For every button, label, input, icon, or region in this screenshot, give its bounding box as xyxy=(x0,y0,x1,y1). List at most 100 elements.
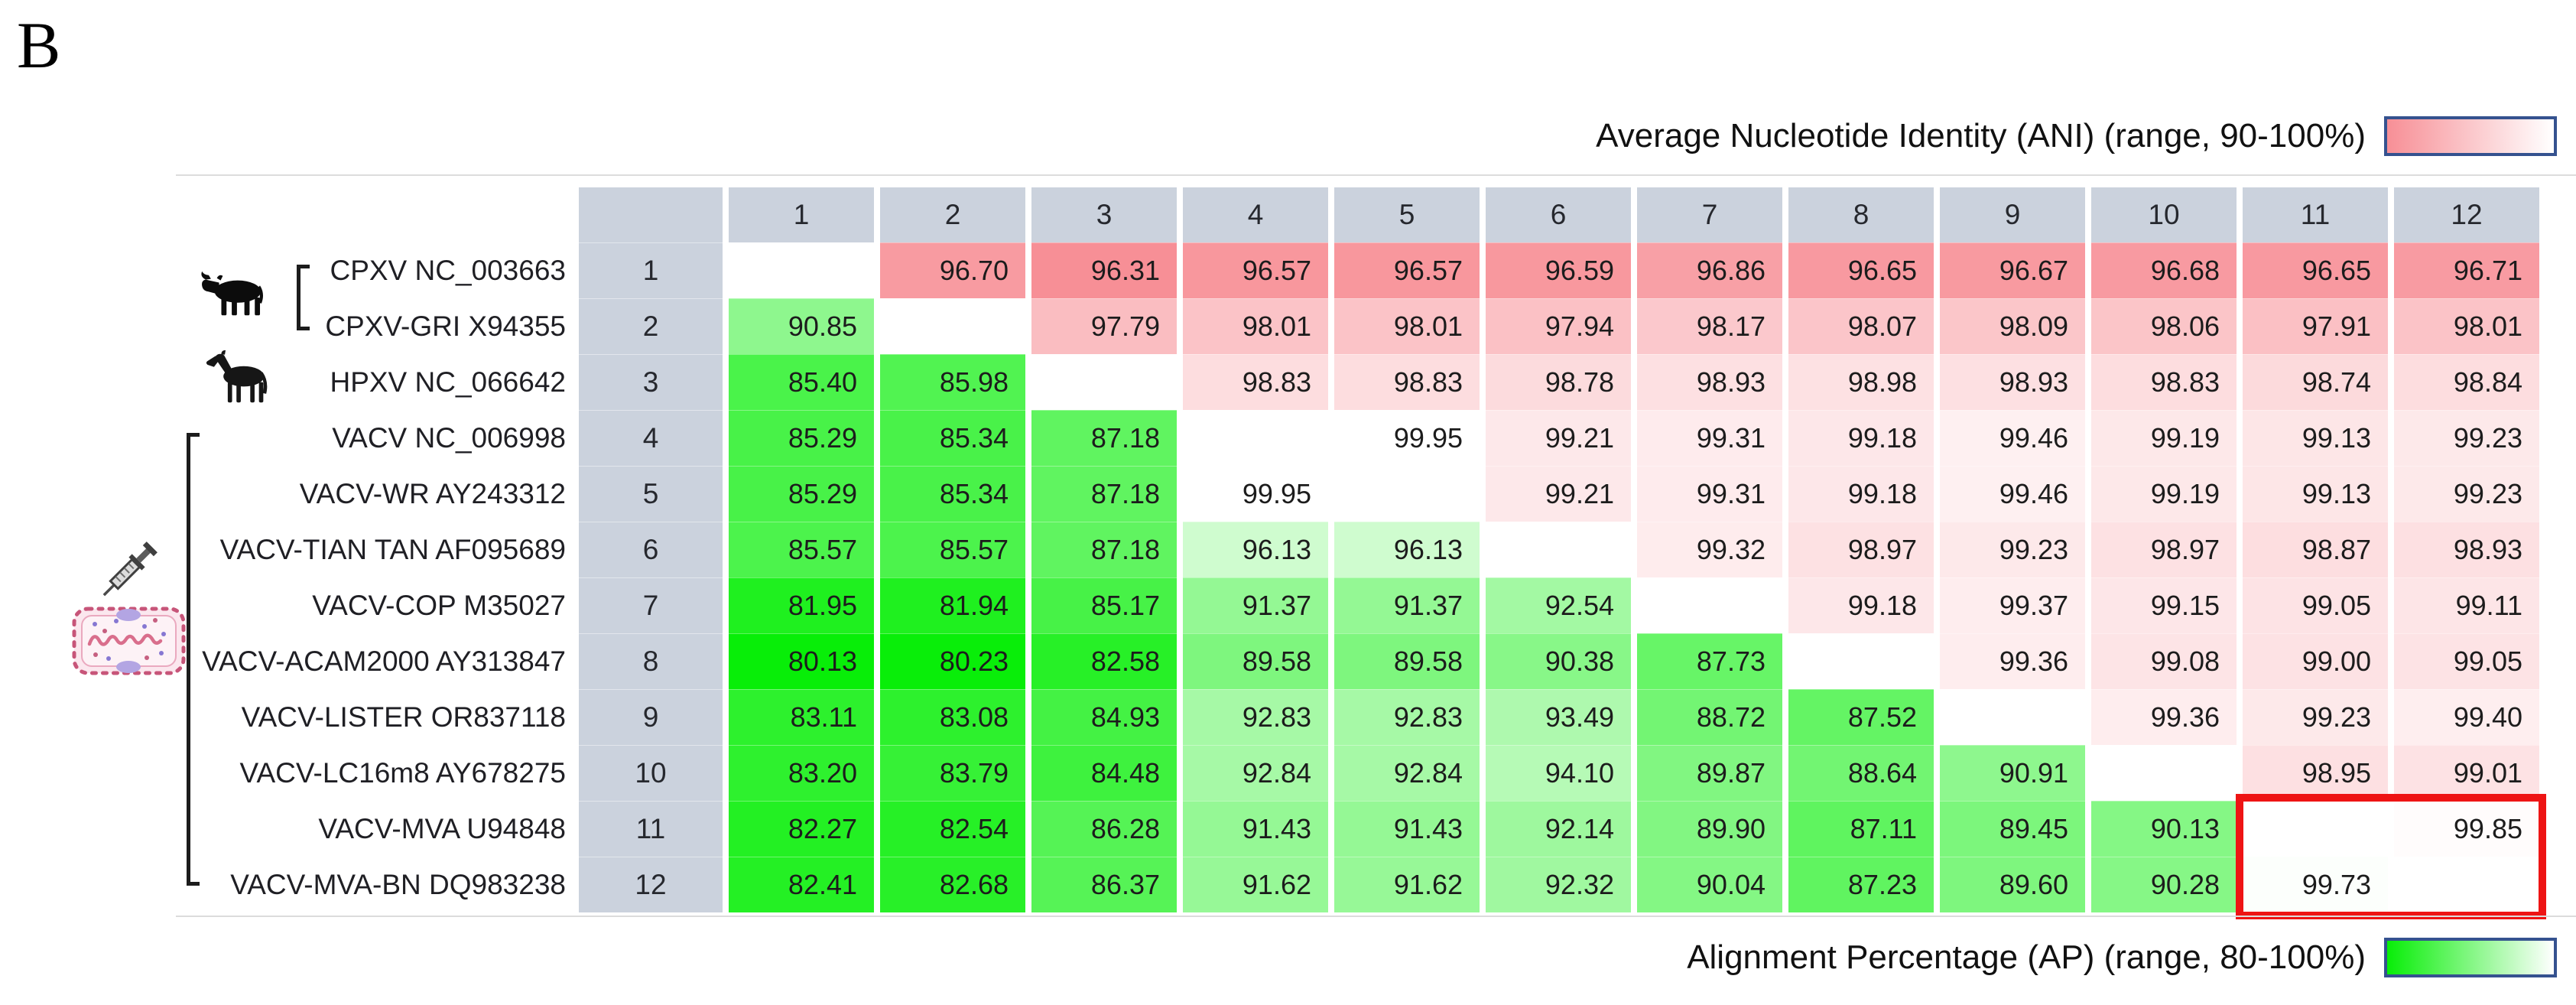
matrix-cell: 99.36 xyxy=(1940,633,2085,689)
matrix-cell: 99.46 xyxy=(1940,410,2085,466)
col-header: 5 xyxy=(1334,187,1480,242)
matrix-cell: 96.13 xyxy=(1334,522,1480,577)
matrix-cell: 99.31 xyxy=(1637,466,1782,522)
matrix-cell: 83.08 xyxy=(880,689,1025,745)
matrix-cell: 83.20 xyxy=(729,745,874,801)
matrix-cell: 88.64 xyxy=(1788,745,1934,801)
row-label: CPXV NC_003663 xyxy=(330,254,566,286)
matrix-cell: 98.01 xyxy=(1183,298,1328,354)
matrix-cell: 82.27 xyxy=(729,801,874,857)
matrix-cell: 84.93 xyxy=(1031,689,1177,745)
matrix-cell: 89.58 xyxy=(1183,633,1328,689)
matrix-cell: 99.00 xyxy=(2243,633,2388,689)
matrix-cell: 87.18 xyxy=(1031,410,1177,466)
top-divider xyxy=(176,174,2576,176)
ap-legend-label: Alignment Percentage (AP) (range, 80-100… xyxy=(1687,938,2366,976)
matrix-cell: 89.60 xyxy=(1940,857,2085,912)
matrix-cell: 99.18 xyxy=(1788,466,1934,522)
matrix-cell: 99.19 xyxy=(2091,410,2237,466)
matrix-cell: 82.68 xyxy=(880,857,1025,912)
matrix-cell: 85.57 xyxy=(880,522,1025,577)
matrix-cell: 85.29 xyxy=(729,466,874,522)
row-label: VACV-MVA U94848 xyxy=(318,812,566,844)
matrix-cell: 99.19 xyxy=(2091,466,2237,522)
matrix-cell: 98.09 xyxy=(1940,298,2085,354)
matrix-cell: 86.37 xyxy=(1031,857,1177,912)
matrix-cell-diagonal xyxy=(1031,354,1177,410)
matrix-cell: 98.93 xyxy=(2394,522,2539,577)
matrix-cell-diagonal xyxy=(880,298,1025,354)
row-label: VACV NC_006998 xyxy=(332,421,566,454)
matrix-cell: 83.79 xyxy=(880,745,1025,801)
matrix-cell: 99.11 xyxy=(2394,577,2539,633)
matrix-cell: 85.29 xyxy=(729,410,874,466)
matrix-cell: 98.84 xyxy=(2394,354,2539,410)
matrix-cell: 90.04 xyxy=(1637,857,1782,912)
matrix-cell: 92.54 xyxy=(1486,577,1631,633)
syringe-cell-icon xyxy=(72,542,186,675)
matrix-cell: 90.28 xyxy=(2091,857,2237,912)
matrix-cell: 91.62 xyxy=(1183,857,1328,912)
matrix-cell: 96.31 xyxy=(1031,242,1177,298)
ani-gradient-swatch xyxy=(2384,116,2557,156)
col-header: 11 xyxy=(2243,187,2388,242)
matrix-cell: 96.71 xyxy=(2394,242,2539,298)
row-index: 10 xyxy=(579,745,723,801)
matrix-cell: 96.65 xyxy=(1788,242,1934,298)
matrix-cell: 99.95 xyxy=(1183,466,1328,522)
matrix-cell: 91.37 xyxy=(1183,577,1328,633)
matrix-cell: 91.43 xyxy=(1183,801,1328,857)
matrix-cell: 83.11 xyxy=(729,689,874,745)
syringe-icon xyxy=(102,542,158,597)
matrix-cell: 92.83 xyxy=(1334,689,1480,745)
matrix-cell: 99.15 xyxy=(2091,577,2237,633)
matrix-cell: 96.65 xyxy=(2243,242,2388,298)
matrix-cell: 89.90 xyxy=(1637,801,1782,857)
matrix-cell: 87.18 xyxy=(1031,466,1177,522)
matrix-cell: 99.40 xyxy=(2394,689,2539,745)
matrix-cell: 98.17 xyxy=(1637,298,1782,354)
matrix-cell: 96.70 xyxy=(880,242,1025,298)
row-label: VACV-WR AY243312 xyxy=(299,477,566,509)
matrix-cell: 99.37 xyxy=(1940,577,2085,633)
col-header: 7 xyxy=(1637,187,1782,242)
matrix-cell: 99.05 xyxy=(2394,633,2539,689)
matrix-cell: 96.57 xyxy=(1334,242,1480,298)
matrix-cell: 98.01 xyxy=(2394,298,2539,354)
matrix-cell: 98.07 xyxy=(1788,298,1934,354)
matrix-cell: 89.58 xyxy=(1334,633,1480,689)
row-label: HPXV NC_066642 xyxy=(330,366,566,398)
matrix-cell: 98.97 xyxy=(2091,522,2237,577)
matrix-cell: 91.62 xyxy=(1334,857,1480,912)
matrix-cell: 88.72 xyxy=(1637,689,1782,745)
matrix-cell: 99.23 xyxy=(2394,410,2539,466)
vacv-group-bracket xyxy=(187,433,200,886)
matrix-cell: 97.91 xyxy=(2243,298,2388,354)
matrix-cell: 92.14 xyxy=(1486,801,1631,857)
matrix-cell: 96.57 xyxy=(1183,242,1328,298)
matrix-cell: 98.93 xyxy=(1940,354,2085,410)
ap-legend: Alignment Percentage (AP) (range, 80-100… xyxy=(0,935,2557,981)
row-index: 1 xyxy=(579,242,723,298)
matrix-cell: 99.01 xyxy=(2394,745,2539,801)
col-header: 3 xyxy=(1031,187,1177,242)
row-label: VACV-COP M35027 xyxy=(312,589,566,621)
matrix-cell: 85.17 xyxy=(1031,577,1177,633)
ap-gradient-swatch xyxy=(2384,938,2557,977)
matrix-cell: 85.40 xyxy=(729,354,874,410)
matrix-cell: 82.58 xyxy=(1031,633,1177,689)
row-index: 12 xyxy=(579,857,723,912)
matrix-cell: 80.13 xyxy=(729,633,874,689)
matrix-cell: 90.91 xyxy=(1940,745,2085,801)
matrix-cell: 92.84 xyxy=(1183,745,1328,801)
matrix-cell: 99.18 xyxy=(1788,410,1934,466)
matrix-cell: 89.45 xyxy=(1940,801,2085,857)
matrix-cell: 99.36 xyxy=(2091,689,2237,745)
matrix-cell: 99.23 xyxy=(1940,522,2085,577)
matrix-cell: 99.13 xyxy=(2243,410,2388,466)
row-label: VACV-LISTER OR837118 xyxy=(241,701,566,733)
row-label: VACV-LC16m8 AY678275 xyxy=(239,756,566,789)
matrix-cell: 85.34 xyxy=(880,410,1025,466)
col-header: 1 xyxy=(729,187,874,242)
